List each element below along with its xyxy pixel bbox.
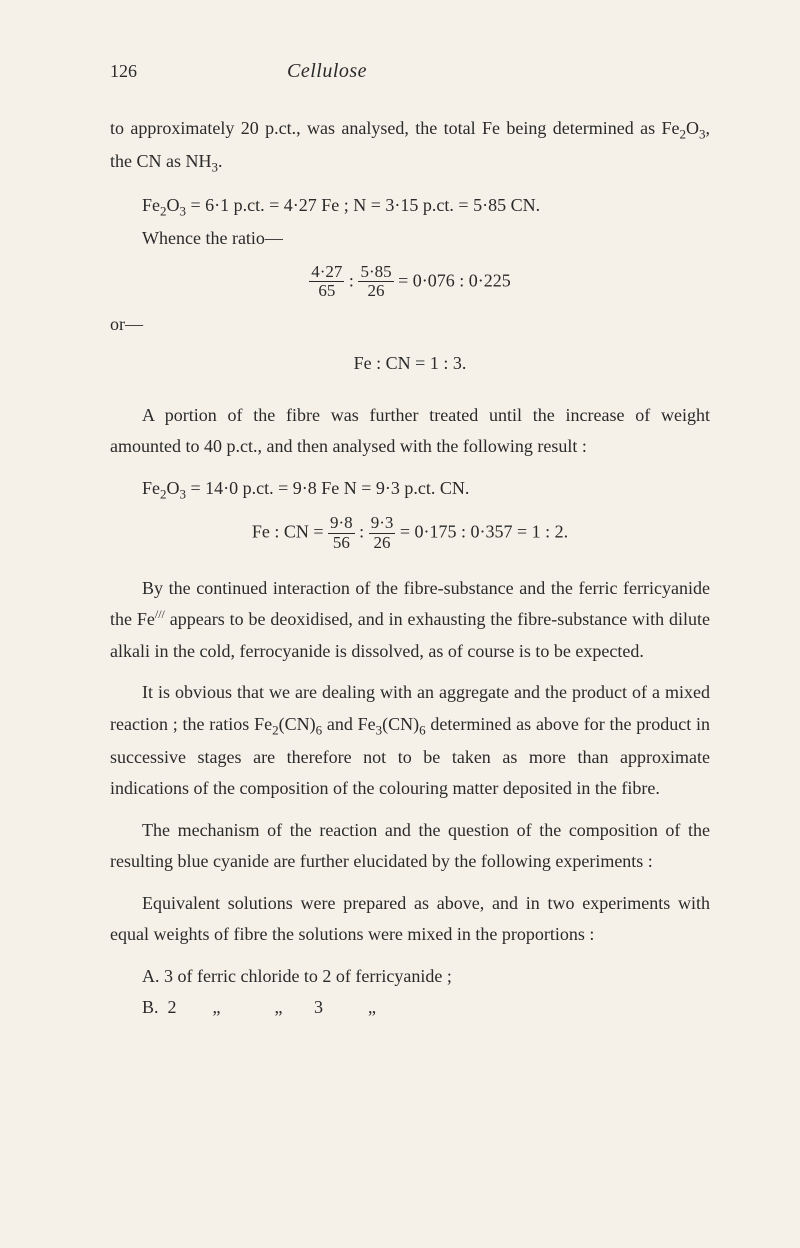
frac3-den: 56 bbox=[328, 534, 355, 553]
paragraph-6: Equivalent solutions were prepared as ab… bbox=[110, 888, 710, 951]
p3-b: appears to be deoxidised, and in exhaust… bbox=[110, 609, 710, 661]
line-a: A. 3 of ferric chloride to 2 of ferricya… bbox=[142, 961, 710, 993]
equation-2: 4·27 65 : 5·85 26 = 0·076 : 0·225 bbox=[110, 263, 710, 301]
colon-2: : bbox=[359, 522, 369, 542]
frac2-num: 5·85 bbox=[358, 263, 393, 283]
paragraph-3: By the continued interaction of the fibr… bbox=[110, 573, 710, 668]
line-b: B. 2 „ „ 3 „ bbox=[142, 992, 710, 1024]
eq4-rest: = 14·0 p.ct. = 9·8 Fe N = 9·3 p.ct. CN. bbox=[186, 478, 469, 498]
whence-line: Whence the ratio— bbox=[142, 223, 710, 255]
p1-text-c: . bbox=[218, 151, 223, 171]
or-line: or— bbox=[110, 309, 710, 341]
frac-4: 9·3 26 bbox=[369, 514, 396, 552]
eq5-a: Fe : CN = bbox=[252, 522, 328, 542]
eq1-sub2: 2 bbox=[160, 203, 167, 218]
eq1-fe: Fe bbox=[142, 195, 160, 215]
paragraph-5: The mechanism of the reaction and the qu… bbox=[110, 815, 710, 878]
frac-1: 4·27 65 bbox=[309, 263, 344, 301]
p1-text-a: to approximately 20 p.ct., was analysed,… bbox=[110, 118, 680, 138]
eq4-fe: Fe bbox=[142, 478, 160, 498]
colon-1: : bbox=[349, 270, 359, 290]
frac4-num: 9·3 bbox=[369, 514, 396, 534]
sub-2: 2 bbox=[680, 127, 687, 142]
p4-b: (CN) bbox=[279, 714, 316, 734]
frac-3: 9·8 56 bbox=[328, 514, 355, 552]
p4-d: (CN) bbox=[382, 714, 419, 734]
frac3-num: 9·8 bbox=[328, 514, 355, 534]
frac4-den: 26 bbox=[369, 534, 396, 553]
eq4-sub2: 2 bbox=[160, 487, 167, 502]
eq2-rest: = 0·076 : 0·225 bbox=[398, 270, 511, 290]
frac2-den: 26 bbox=[358, 282, 393, 301]
equation-4: Fe2O3 = 14·0 p.ct. = 9·8 Fe N = 9·3 p.ct… bbox=[142, 473, 710, 506]
equation-1: Fe2O3 = 6·1 p.ct. = 4·27 Fe ; N = 3·15 p… bbox=[142, 190, 710, 223]
eq1-rest: = 6·1 p.ct. = 4·27 Fe ; N = 3·15 p.ct. =… bbox=[186, 195, 540, 215]
paragraph-4: It is obvious that we are dealing with a… bbox=[110, 677, 710, 805]
equation-3: Fe : CN = 1 : 3. bbox=[110, 348, 710, 380]
paragraph-2: A portion of the fibre was further treat… bbox=[110, 400, 710, 463]
fe-triple-prime: /// bbox=[155, 607, 165, 621]
eq5-b: = 0·175 : 0·357 = 1 : 2. bbox=[400, 522, 568, 542]
frac1-num: 4·27 bbox=[309, 263, 344, 283]
page-title: Cellulose bbox=[287, 60, 367, 83]
frac1-den: 65 bbox=[309, 282, 344, 301]
paragraph-1: to approximately 20 p.ct., was analysed,… bbox=[110, 113, 710, 180]
equation-5: Fe : CN = 9·8 56 : 9·3 26 = 0·175 : 0·35… bbox=[110, 514, 710, 552]
frac-2: 5·85 26 bbox=[358, 263, 393, 301]
p4-c: and Fe bbox=[322, 714, 376, 734]
page-number: 126 bbox=[110, 61, 137, 82]
